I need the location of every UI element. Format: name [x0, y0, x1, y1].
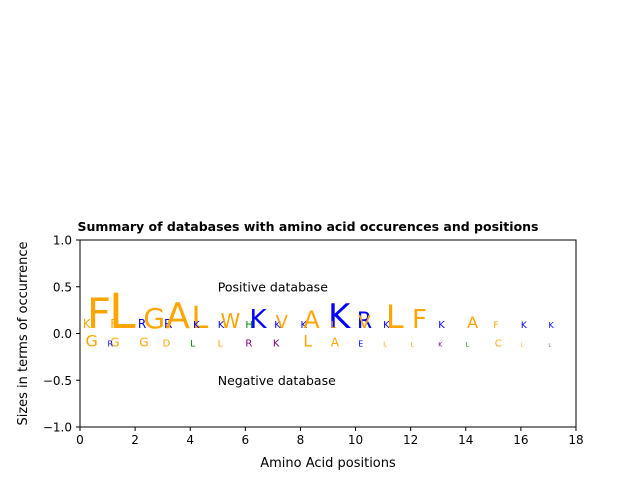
x-tick-label: 10 — [348, 433, 363, 447]
amino-acid-letter: L — [331, 320, 337, 331]
amino-acid-letter: C — [495, 339, 502, 350]
x-tick-label: 18 — [568, 433, 583, 447]
amino-acid-letter: K — [438, 320, 445, 331]
amino-acid-letter: F — [87, 289, 111, 338]
amino-acid-letter: R — [357, 309, 372, 334]
amino-acid-letter: K — [274, 320, 281, 331]
amino-acid-letter: K — [249, 305, 267, 335]
annotations-layer: Positive database Negative database — [218, 279, 336, 388]
amino-acid-letter: F — [493, 321, 498, 331]
amino-acid-letter: L — [303, 332, 312, 351]
y-tick-label: −0.5 — [43, 374, 72, 388]
y-tick-label: 0.0 — [53, 327, 72, 341]
amino-acid-letter: L — [386, 298, 404, 336]
annotation-label: Positive database — [218, 279, 328, 294]
x-tick-label: 4 — [186, 433, 194, 447]
amino-acid-letter: A — [165, 296, 190, 337]
amino-acid-letter: A — [467, 313, 478, 332]
y-axis: −1.0 −0.5 0.0 0.5 1.0 — [43, 234, 80, 435]
amino-acid-letter: L — [521, 343, 524, 349]
amino-acid-letter: L — [192, 301, 209, 336]
amino-acid-letter: R — [164, 317, 172, 331]
x-tick-label: 8 — [297, 433, 305, 447]
amino-acid-letter: H — [245, 320, 253, 331]
x-tick-label: 2 — [131, 433, 139, 447]
y-tick-label: 0.5 — [53, 280, 72, 294]
amino-acid-letter: K — [383, 320, 390, 331]
amino-acid-letter: L — [383, 341, 387, 349]
x-axis: 0 2 4 6 8 10 12 14 16 18 — [76, 427, 584, 447]
chart-title: Summary of databases with amino acid occ… — [78, 219, 539, 234]
amino-acid-letter: G — [110, 336, 119, 350]
amino-acid-letter: K — [438, 342, 443, 349]
x-tick-label: 12 — [403, 433, 418, 447]
x-tick-label: 16 — [513, 433, 528, 447]
amino-acid-letter: K — [521, 321, 528, 331]
amino-acid-letter: A — [331, 336, 340, 350]
amino-acid-letter: L — [190, 340, 195, 350]
amino-acid-letter: F — [412, 305, 427, 335]
amino-acid-letter: E — [358, 340, 363, 349]
amino-acid-letter: G — [143, 302, 165, 335]
amino-acid-letter: L — [218, 340, 223, 350]
annotation-label: Negative database — [218, 373, 336, 388]
amino-acid-letter: K — [218, 320, 225, 331]
y-tick-label: −1.0 — [43, 421, 72, 435]
amino-acid-letter: K — [300, 320, 307, 331]
amino-acid-letter: R — [138, 317, 146, 331]
amino-acid-letter: V — [358, 312, 371, 333]
x-tick-label: 6 — [242, 433, 250, 447]
amino-acid-letter: K — [193, 320, 200, 331]
amino-acid-letter: K — [328, 297, 352, 337]
amino-acid-letter: R — [108, 340, 114, 349]
amino-acid-letter: G — [139, 336, 148, 350]
amino-acid-letter: K — [83, 317, 92, 331]
y-tick-label: 1.0 — [53, 234, 72, 248]
amino-acid-letter: F — [110, 317, 117, 331]
amino-acid-letter: L — [548, 343, 551, 348]
amino-acid-letter: D — [163, 339, 171, 350]
amino-acid-letter: K — [548, 321, 554, 330]
amino-acid-letter: L — [109, 284, 136, 340]
y-axis-label: Sizes in terms of occurrence — [16, 241, 31, 425]
x-axis-label: Amino Acid positions — [260, 456, 396, 471]
amino-acid-letter: L — [411, 342, 415, 349]
amino-acid-letter: V — [276, 312, 289, 333]
x-tick-label: 0 — [76, 433, 84, 447]
amino-acid-letter: A — [303, 306, 320, 334]
amino-acid-letter: G — [86, 332, 98, 351]
amino-acid-letter: K — [273, 339, 280, 350]
amino-acid-letter: W — [221, 309, 241, 333]
x-tick-label: 14 — [458, 433, 473, 447]
amino-acid-letter: L — [466, 342, 470, 349]
amino-acid-letter: R — [245, 339, 252, 350]
